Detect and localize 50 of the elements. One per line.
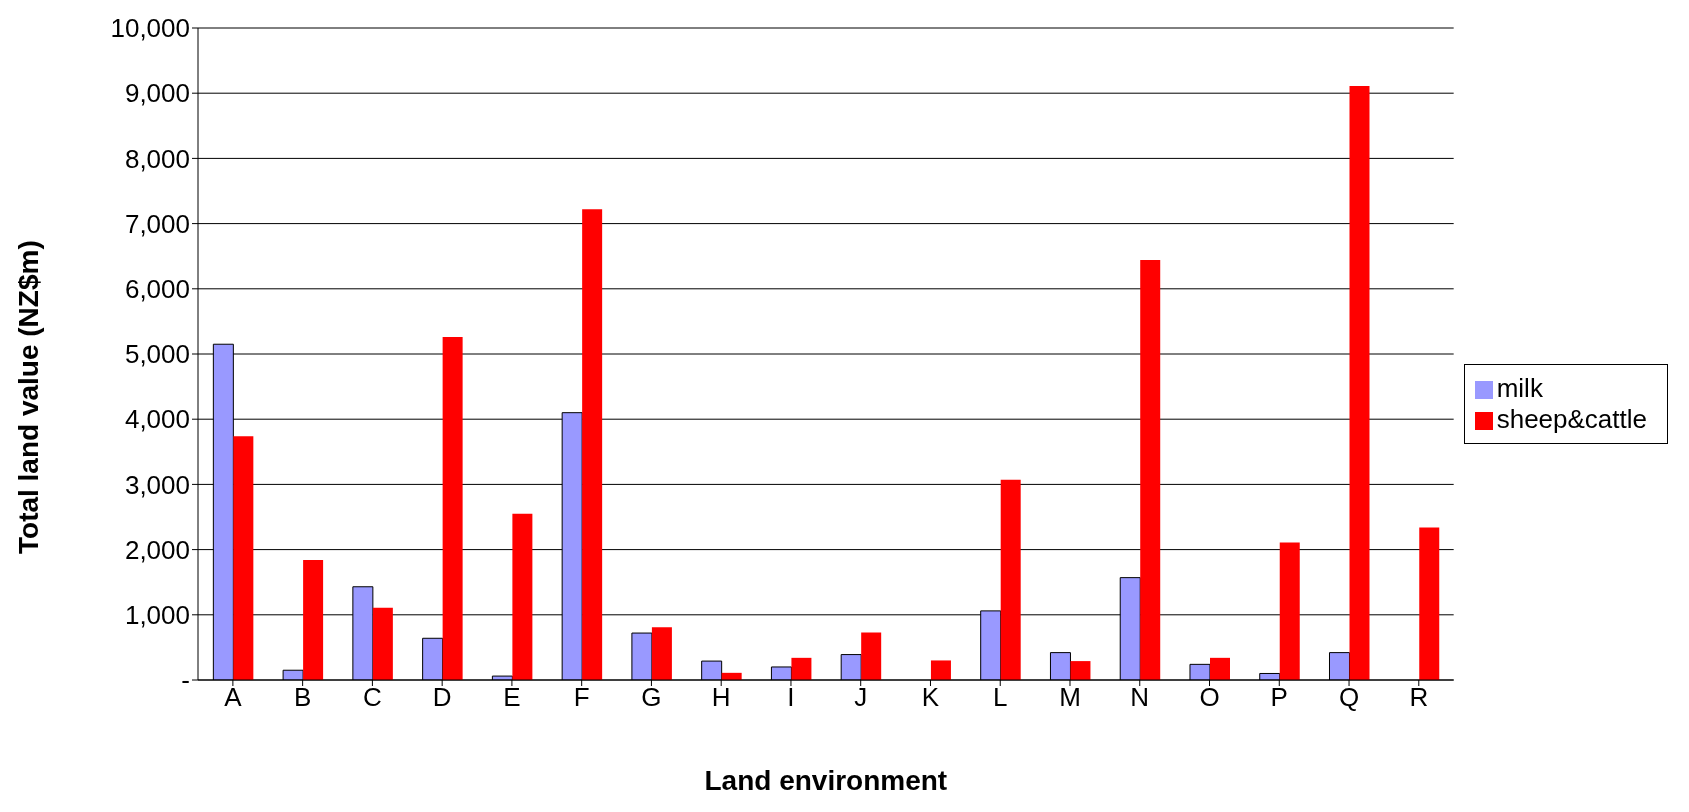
x-axis-title: Land environment (704, 765, 948, 796)
legend-label: milk (1496, 373, 1543, 403)
x-tick-label: L (993, 682, 1008, 713)
bar (930, 660, 951, 680)
x-tick-label: M (1059, 682, 1081, 713)
bar (512, 513, 533, 680)
y-tick-label: 1,000 (124, 600, 190, 631)
bar (1209, 657, 1230, 680)
bar (582, 209, 603, 680)
y-tick-label: 4,000 (124, 404, 190, 435)
x-tick-label: F (573, 682, 590, 713)
x-tick-label: H (711, 682, 731, 713)
x-tick-label: G (641, 682, 662, 713)
bar (233, 436, 254, 680)
x-tick-label: N (1130, 682, 1150, 713)
bar (1349, 86, 1370, 680)
y-axis-title: Total land value (NZ$m) (12, 240, 44, 554)
y-tick-label: 6,000 (124, 274, 190, 305)
bar (1000, 479, 1021, 680)
x-tick-label: B (293, 682, 312, 713)
x-tick-label: R (1409, 682, 1429, 713)
y-tick-label: 8,000 (124, 143, 190, 174)
y-tick-label: 10,000 (110, 13, 190, 44)
y-tick-label: 5,000 (124, 339, 190, 370)
bar (372, 607, 393, 680)
x-tick-label: P (1270, 682, 1288, 713)
x-tick-label: E (503, 682, 521, 713)
bar (651, 627, 672, 680)
bar (1419, 527, 1440, 680)
bar (791, 657, 812, 680)
x-tick-label: K (921, 682, 940, 713)
bar (303, 560, 324, 680)
y-tick-label: 9,000 (124, 78, 190, 109)
x-tick-label: Q (1338, 682, 1360, 713)
x-tick-label: J (854, 682, 868, 713)
x-tick-label: I (787, 682, 795, 713)
legend-label: sheep&cattle (1496, 404, 1647, 434)
bar (442, 337, 463, 680)
y-tick-label: 7,000 (124, 208, 190, 239)
x-tick-label: C (363, 682, 382, 713)
bar (1070, 661, 1091, 680)
bar (1140, 260, 1161, 680)
y-tick-label: 3,000 (124, 469, 190, 500)
y-tick-label: - (181, 665, 190, 696)
x-tick-label: A (224, 682, 243, 713)
x-tick-label: D (432, 682, 452, 713)
bar (1279, 542, 1300, 680)
bar (861, 632, 882, 680)
x-tick-label: O (1199, 682, 1220, 713)
y-tick-label: 2,000 (124, 534, 190, 565)
